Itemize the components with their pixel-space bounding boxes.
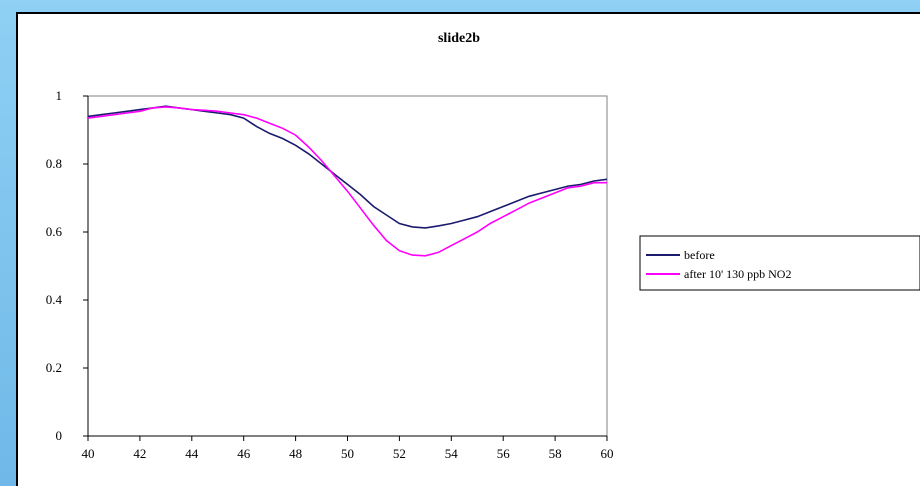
legend-label-1: before bbox=[684, 248, 715, 262]
x-tick-label: 60 bbox=[601, 446, 614, 461]
chart-title: slide2b bbox=[438, 31, 480, 46]
y-tick-label: 0.8 bbox=[46, 156, 62, 171]
x-tick-label: 50 bbox=[341, 446, 354, 461]
y-tick-label: 0.2 bbox=[46, 360, 62, 375]
x-tick-label: 46 bbox=[237, 446, 251, 461]
x-tick-label: 48 bbox=[289, 446, 302, 461]
series-layer bbox=[87, 105, 608, 257]
x-tick-label: 54 bbox=[445, 446, 459, 461]
x-tick-label: 58 bbox=[549, 446, 562, 461]
y-tick-label: 0.6 bbox=[46, 224, 63, 239]
y-tick-label: 0 bbox=[56, 428, 63, 443]
x-tick-label: 52 bbox=[393, 446, 406, 461]
y-tick-label: 0.4 bbox=[46, 292, 63, 307]
x-tick-label: 42 bbox=[133, 446, 146, 461]
legend: before after 10' 130 ppb NO2 bbox=[639, 235, 920, 291]
legend-label-2: after 10' 130 ppb NO2 bbox=[684, 267, 791, 281]
x-tick-label: 44 bbox=[185, 446, 199, 461]
axes: 0 0.2 0.4 0.6 0.8 1 40 42 44 46 48 50 52 54 56 58 60 bbox=[46, 88, 614, 461]
y-tick-label: 1 bbox=[56, 88, 63, 103]
plot-area bbox=[87, 95, 608, 437]
legend-box bbox=[639, 235, 920, 291]
x-tick-label: 56 bbox=[497, 446, 511, 461]
x-tick-label: 40 bbox=[82, 446, 95, 461]
series-line-2 bbox=[87, 106, 607, 257]
